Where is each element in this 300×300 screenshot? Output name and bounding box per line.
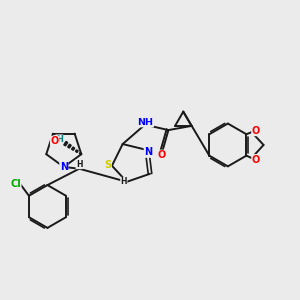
Polygon shape — [68, 144, 71, 148]
Text: O: O — [157, 150, 165, 160]
Polygon shape — [72, 147, 75, 150]
Text: H: H — [121, 177, 127, 186]
Polygon shape — [64, 141, 68, 146]
Polygon shape — [76, 150, 78, 152]
Text: NH: NH — [137, 118, 154, 127]
Text: N: N — [144, 147, 152, 158]
Text: S: S — [104, 160, 111, 170]
Text: N: N — [60, 162, 68, 172]
Text: Cl: Cl — [10, 178, 21, 189]
Text: O: O — [50, 136, 59, 146]
Polygon shape — [79, 153, 82, 155]
Text: H: H — [56, 135, 63, 144]
Text: O: O — [252, 126, 260, 136]
Text: H: H — [76, 160, 83, 169]
Text: O: O — [252, 154, 260, 164]
